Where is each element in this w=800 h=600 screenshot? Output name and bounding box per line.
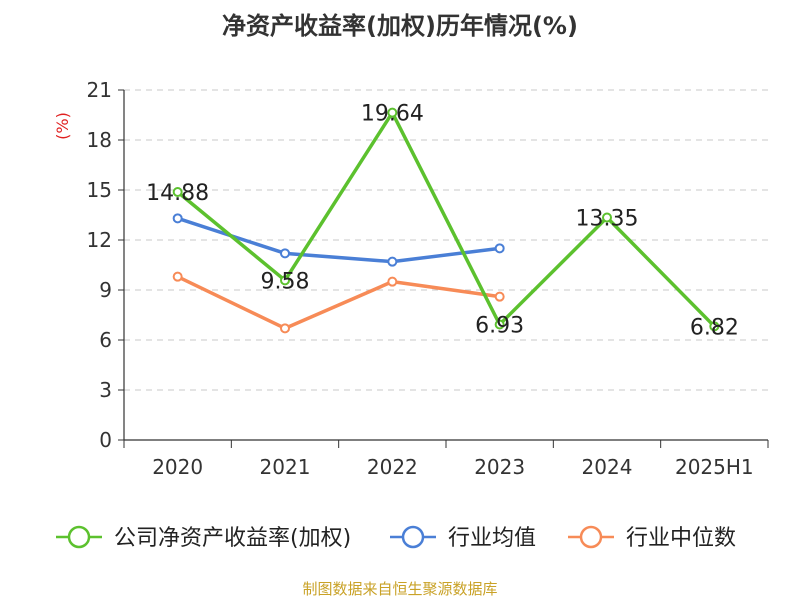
y-tick-label: 6 — [99, 328, 112, 352]
data-point — [387, 107, 398, 118]
y-tick-label: 12 — [87, 228, 112, 252]
data-label: 9.58 — [261, 269, 310, 294]
data-labels: 14.88 9.58 19.64 6.93 13.35 6.82 — [146, 102, 739, 341]
legend-marker — [67, 525, 91, 549]
series-layer — [172, 107, 720, 334]
y-tick-label: 3 — [99, 378, 112, 402]
y-tick-label: 18 — [87, 128, 112, 152]
data-point — [387, 256, 398, 267]
data-point — [494, 291, 505, 302]
series-1 — [172, 107, 720, 332]
axes — [123, 90, 769, 448]
legend-marker — [401, 525, 425, 549]
x-tick-label: 2025H1 — [675, 455, 754, 479]
data-label: 6.82 — [690, 315, 739, 340]
data-point — [172, 187, 183, 197]
data-point — [280, 275, 290, 286]
legend-label: 公司净资产收益率(加权) — [114, 526, 351, 551]
x-tick-label: 2023 — [474, 455, 525, 479]
data-point — [172, 271, 183, 282]
legend-marker — [579, 525, 603, 549]
data-point — [280, 323, 290, 334]
y-tick-label: 9 — [99, 278, 112, 302]
x-tick-label: 2022 — [367, 455, 418, 479]
data-point — [494, 319, 505, 330]
legend-label: 行业中位数 — [626, 526, 736, 551]
source-note: 制图数据来自恒生聚源数据库 — [302, 580, 497, 598]
legend-item-3[interactable]: 行业中位数 — [568, 525, 736, 551]
data-point — [602, 212, 612, 223]
x-tick-label: 2024 — [582, 455, 633, 479]
data-label: 13.35 — [576, 207, 639, 232]
y-tick-labels: 0 3 6 9 12 15 18 21 — [87, 78, 112, 452]
data-point — [387, 276, 398, 287]
chart-title: 净资产收益率(加权)历年情况(%) — [222, 12, 578, 40]
x-tick-labels: 2020 2021 2022 2023 2024 2025H1 — [152, 455, 753, 479]
legend-item-1[interactable]: 公司净资产收益率(加权) — [56, 525, 351, 551]
data-point — [494, 243, 505, 254]
data-label: 19.64 — [361, 102, 424, 127]
data-point — [172, 213, 183, 224]
grid-lines — [118, 89, 768, 441]
y-tick-label: 15 — [87, 178, 112, 202]
x-tick-label: 2020 — [152, 455, 203, 479]
x-tick-label: 2021 — [260, 455, 311, 479]
data-point — [709, 321, 720, 332]
series-line — [176, 110, 716, 328]
data-label: 6.93 — [475, 314, 524, 339]
legend-item-2[interactable]: 行业均值 — [390, 525, 536, 551]
data-point — [280, 248, 290, 259]
series-3 — [172, 271, 505, 334]
y-axis-label: (%) — [53, 112, 72, 140]
series-line — [176, 275, 500, 331]
legend[interactable]: 公司净资产收益率(加权) 行业均值 行业中位数 — [56, 525, 736, 551]
y-tick-label: 21 — [87, 78, 112, 102]
data-label: 14.88 — [146, 181, 209, 206]
y-tick-label: 0 — [99, 428, 112, 452]
legend-label: 行业均值 — [448, 526, 536, 551]
